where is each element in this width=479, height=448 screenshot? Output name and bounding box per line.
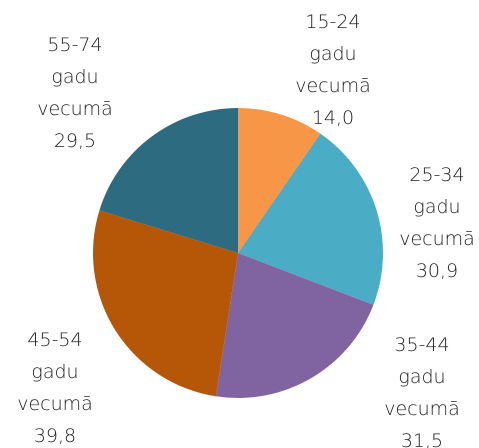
slice-label: 35-44 gadu vecumā 31,5 xyxy=(377,329,467,448)
slice-label: 55-74 gadu vecumā 29,5 xyxy=(30,29,120,157)
pie-slice xyxy=(238,108,321,253)
pie-slice xyxy=(238,133,383,305)
pie-slice xyxy=(215,253,374,398)
category-label: 25-34 gadu vecumā xyxy=(399,164,475,250)
slice-label: 25-34 gadu vecumā 30,9 xyxy=(392,159,479,287)
category-label: 55-74 gadu vecumā xyxy=(37,34,113,120)
value-label: 29,5 xyxy=(53,130,97,152)
pie-slice xyxy=(99,108,238,253)
category-label: 35-44 gadu vecumā xyxy=(384,334,460,420)
value-label: 30,9 xyxy=(415,260,459,282)
category-label: 45-54 gadu vecumā xyxy=(17,329,93,415)
value-label: 31,5 xyxy=(400,430,444,448)
pie-slice xyxy=(92,210,238,397)
slice-label: 45-54 gadu vecumā 39,8 xyxy=(10,324,100,448)
category-label: 15-24 gadu vecumā xyxy=(295,11,371,97)
value-label: 39,8 xyxy=(33,425,77,447)
value-label: 14,0 xyxy=(311,107,355,129)
slice-label: 15-24 gadu vecumā 14,0 xyxy=(288,6,378,134)
